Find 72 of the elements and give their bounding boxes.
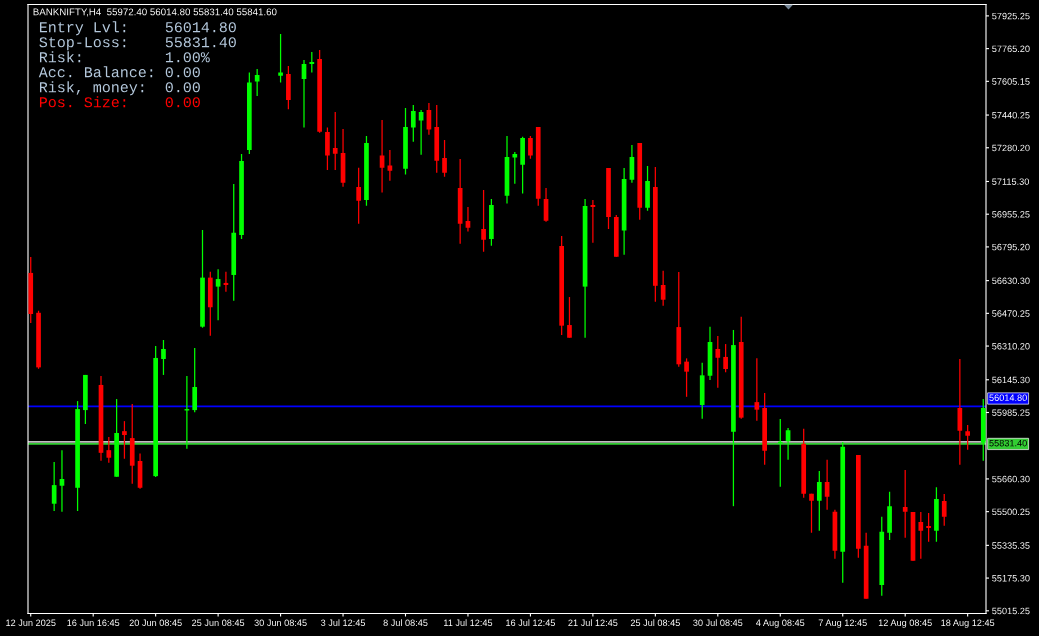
annotation: Entry Lvl: 56014.80 <box>39 21 236 36</box>
y-tick-label: 56795.20 <box>992 243 1030 251</box>
candlestick <box>684 357 689 398</box>
y-tick-label: 57925.25 <box>992 12 1030 20</box>
x-tick-label: 3 Jul 12:45 <box>320 619 366 627</box>
candlestick <box>106 436 112 464</box>
x-tick-label: 21 Jul 12:45 <box>568 619 618 627</box>
candlestick <box>325 126 330 171</box>
candlestick <box>215 268 221 321</box>
y-tick-label: 55015.25 <box>992 607 1030 615</box>
x-tick-label: 20 Jun 08:45 <box>129 619 182 627</box>
x-tick-label: 12 Aug 08:45 <box>878 619 932 628</box>
y-tick-label: 55500.25 <box>992 508 1030 516</box>
y-tick-label: 57605.15 <box>992 78 1030 85</box>
x-tick-label: 30 Jun 08:45 <box>254 619 307 627</box>
annotation: Pos. Size: 0.00 <box>39 96 200 108</box>
annotation: Risk: 1.00% <box>39 51 210 63</box>
candlestick <box>161 339 166 376</box>
candlestick <box>715 335 721 389</box>
candlestick <box>941 493 947 527</box>
ref-line-label: 55831.40 <box>989 439 1027 447</box>
x-tick-label: 18 Aug 12:45 <box>941 619 995 628</box>
candlestick <box>816 470 822 532</box>
candlestick <box>254 68 260 97</box>
x-tick-label: 16 Jun 16:45 <box>67 619 120 627</box>
y-tick-label: 56145.30 <box>992 376 1030 384</box>
candlestick <box>418 109 424 156</box>
x-tick-label: 12 Jun 2025 <box>6 619 56 627</box>
y-tick-label: 55660.30 <box>992 475 1030 483</box>
candlestick <box>192 347 198 413</box>
candlestick <box>723 343 728 373</box>
y-tick-label: 55985.25 <box>992 409 1030 416</box>
candlestick <box>481 189 486 253</box>
candlestick <box>926 512 931 543</box>
x-tick-label: 8 Jul 08:45 <box>383 619 428 627</box>
candlestick <box>278 33 283 84</box>
candlestick <box>442 139 447 178</box>
candlestick <box>918 511 924 560</box>
candlestick <box>567 296 572 339</box>
y-tick-label: 57440.25 <box>992 111 1030 119</box>
candlestick <box>122 420 127 460</box>
annotation: Acc. Balance: 0.00 <box>38 66 200 78</box>
x-tick-label: 30 Jul 08:45 <box>693 619 743 627</box>
candlestick <box>528 135 533 160</box>
annotation: Risk, money: 0.00 <box>39 81 200 96</box>
y-tick-label: 56955.25 <box>992 211 1030 218</box>
x-tick-label: 11 Jul 12:45 <box>444 619 493 627</box>
candlestick <box>309 51 315 74</box>
candlestick <box>512 151 518 185</box>
x-tick-label: 16 Jul 12:45 <box>506 619 556 627</box>
x-tick-label: 25 Jul 08:45 <box>630 619 680 627</box>
y-tick-label: 56470.25 <box>992 310 1030 317</box>
candlestick <box>332 111 338 171</box>
candlestick <box>902 469 908 539</box>
candlestick <box>356 167 361 225</box>
y-tick-label: 57765.20 <box>992 45 1030 53</box>
y-tick-label: 57115.30 <box>992 178 1029 185</box>
candlestick <box>410 104 416 143</box>
y-tick-label: 55335.35 <box>992 542 1030 549</box>
x-tick-label: 4 Aug 08:45 <box>756 619 805 628</box>
candlestick <box>754 357 760 422</box>
x-tick-label: 7 Aug 12:45 <box>818 619 867 628</box>
annotation: Stop-Loss: 55831.40 <box>39 37 236 51</box>
y-tick-label: 57280.20 <box>992 144 1030 152</box>
chart-title: BANKNIFTY,H4 55972.40 56014.80 55831.40 55841.60 <box>33 8 277 17</box>
y-tick-label: 55175.30 <box>992 574 1030 582</box>
y-tick-label: 56630.30 <box>992 277 1030 285</box>
y-tick-label: 56310.20 <box>992 342 1030 350</box>
ref-line-label: 56014.80 <box>989 394 1027 401</box>
candlestick <box>965 424 970 451</box>
candlestick <box>809 493 814 534</box>
x-tick-label: 25 Jun 08:45 <box>192 619 245 627</box>
